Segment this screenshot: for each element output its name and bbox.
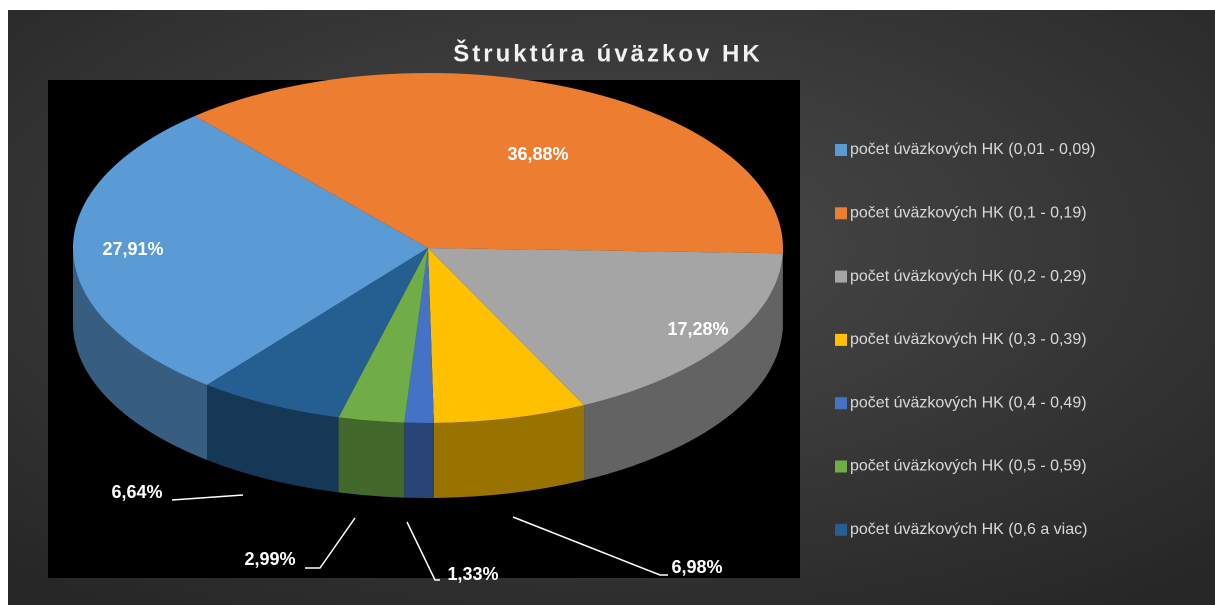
legend-swatch bbox=[835, 333, 847, 346]
legend-swatch bbox=[835, 144, 847, 156]
pie-slice bbox=[194, 73, 783, 254]
pie-slice bbox=[338, 248, 428, 423]
pie-slice bbox=[428, 248, 783, 406]
pie-slice bbox=[73, 115, 429, 385]
data-label: 6,64% bbox=[111, 482, 162, 502]
legend-label: počet úväzkových HK (0,1 - 0,19) bbox=[850, 205, 1087, 222]
leader-line bbox=[171, 494, 244, 501]
pie-side bbox=[584, 253, 783, 481]
leader-line bbox=[406, 521, 440, 581]
data-label: 2,99% bbox=[244, 549, 295, 569]
leader-line bbox=[305, 517, 356, 569]
legend-label: počet úväzkových HK (0,3 - 0,39) bbox=[850, 331, 1087, 348]
data-label: 36,88% bbox=[507, 144, 568, 164]
legend-swatch bbox=[835, 460, 847, 473]
pie-slice bbox=[207, 248, 428, 418]
legend-swatch bbox=[835, 270, 847, 283]
legend-swatch bbox=[835, 397, 847, 410]
chart-title: Štruktúra úväzkov HK bbox=[453, 39, 762, 67]
pie-slice bbox=[428, 248, 585, 423]
pie-side bbox=[207, 384, 339, 493]
data-label: 27,91% bbox=[102, 239, 163, 259]
pie-side bbox=[404, 422, 434, 498]
pie-side bbox=[73, 248, 208, 460]
leader-line bbox=[512, 516, 668, 576]
legend-label: počet úväzkových HK (0,6 a viac) bbox=[850, 521, 1087, 538]
pie-side bbox=[433, 405, 585, 498]
legend-swatch bbox=[835, 207, 847, 220]
legend-label: počet úväzkových HK (0,4 - 0,49) bbox=[850, 394, 1087, 411]
pie-side bbox=[338, 417, 405, 498]
legend-label: počet úväzkových HK (0,01 - 0,09) bbox=[850, 141, 1095, 158]
pie-slice bbox=[404, 248, 434, 423]
pie: 27,91% 36,88% 17,28% 6,98% 1,33% 2,99% 6,64% bbox=[73, 73, 783, 584]
data-label: 6,98% bbox=[671, 557, 722, 577]
data-label: 17,28% bbox=[667, 319, 728, 339]
legend: počet úväzkových HK (0,01 - 0,09) počet ú… bbox=[835, 141, 1095, 538]
legend-label: počet úväzkových HK (0,5 - 0,59) bbox=[850, 458, 1087, 475]
data-label: 1,33% bbox=[447, 564, 498, 584]
legend-label: počet úväzkových HK (0,2 - 0,29) bbox=[850, 268, 1087, 285]
legend-swatch bbox=[835, 523, 847, 536]
